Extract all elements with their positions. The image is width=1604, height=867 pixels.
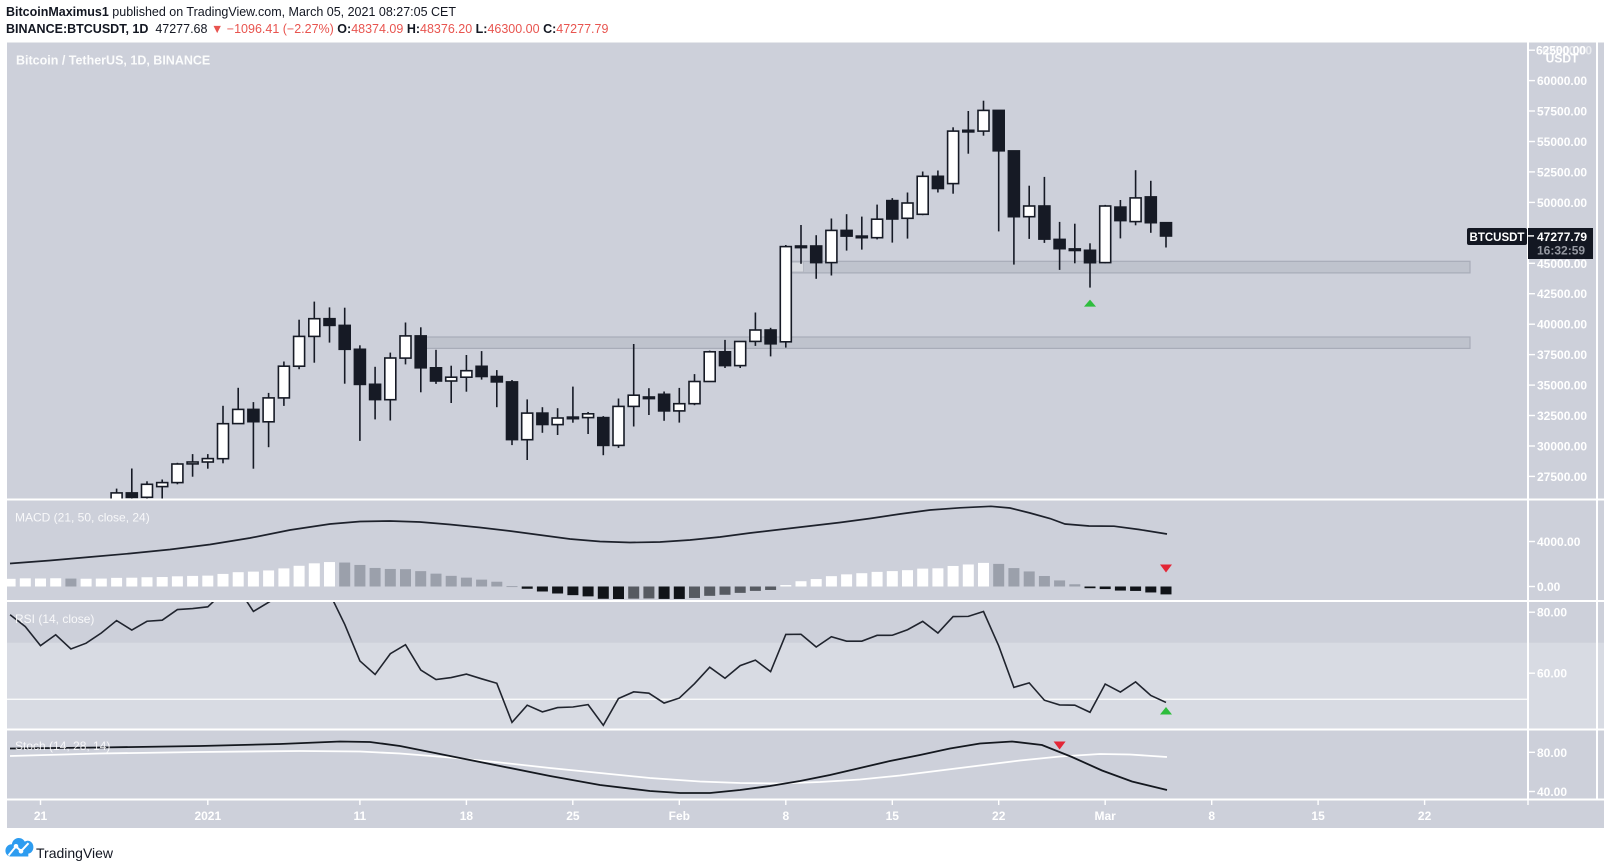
svg-text:52500.00: 52500.00 [1537, 165, 1587, 179]
svg-text:80.00: 80.00 [1537, 606, 1567, 620]
svg-text:62500.00: 62500.00 [1542, 44, 1592, 58]
svg-text:Bitcoin / TetherUS, 1D, BINANC: Bitcoin / TetherUS, 1D, BINANCE [16, 54, 210, 68]
svg-text:35000.00: 35000.00 [1537, 379, 1587, 393]
svg-text:15: 15 [886, 809, 900, 823]
svg-text:62500.00: 62500.00 [1536, 44, 1586, 58]
svg-text:RSI (14, close): RSI (14, close) [15, 612, 94, 626]
svg-text:BTCUSDT: BTCUSDT [1470, 232, 1525, 244]
svg-text:8: 8 [1208, 809, 1215, 823]
svg-text:57500.00: 57500.00 [1537, 105, 1587, 119]
svg-text:Feb: Feb [669, 809, 690, 823]
svg-text:40.00: 40.00 [1537, 785, 1567, 799]
svg-text:27500.00: 27500.00 [1537, 470, 1587, 484]
svg-text:30000.00: 30000.00 [1537, 440, 1587, 454]
svg-text:USDT: USDT [1546, 51, 1579, 65]
svg-text:45000.00: 45000.00 [1537, 257, 1587, 271]
svg-text:60.00: 60.00 [1537, 667, 1567, 681]
svg-text:2021: 2021 [194, 809, 221, 823]
svg-text:15: 15 [1311, 809, 1325, 823]
svg-text:50000.00: 50000.00 [1537, 196, 1587, 210]
svg-text:4000.00: 4000.00 [1537, 535, 1581, 549]
svg-text:Mar: Mar [1095, 809, 1117, 823]
svg-text:11: 11 [354, 809, 367, 823]
svg-text:55000.00: 55000.00 [1537, 135, 1587, 149]
svg-text:40000.00: 40000.00 [1537, 318, 1587, 332]
svg-text:80.00: 80.00 [1537, 746, 1567, 760]
svg-text:21: 21 [34, 809, 48, 823]
svg-text:Stoch (14, 28, 14): Stoch (14, 28, 14) [15, 739, 110, 753]
svg-text:22: 22 [992, 809, 1006, 823]
svg-text:32500.00: 32500.00 [1537, 409, 1587, 423]
svg-text:22: 22 [1418, 809, 1432, 823]
svg-text:0.00: 0.00 [1537, 580, 1561, 594]
svg-text:60000.00: 60000.00 [1537, 74, 1587, 88]
svg-text:18: 18 [460, 809, 474, 823]
svg-text:MACD (21, 50, close, 24): MACD (21, 50, close, 24) [15, 511, 150, 525]
svg-text:37500.00: 37500.00 [1537, 348, 1587, 362]
svg-text:25: 25 [566, 809, 580, 823]
svg-text:8: 8 [782, 809, 789, 823]
svg-text:16:32:59: 16:32:59 [1537, 244, 1585, 258]
svg-text:42500.00: 42500.00 [1537, 287, 1587, 301]
svg-text:47277.79: 47277.79 [1537, 230, 1587, 244]
